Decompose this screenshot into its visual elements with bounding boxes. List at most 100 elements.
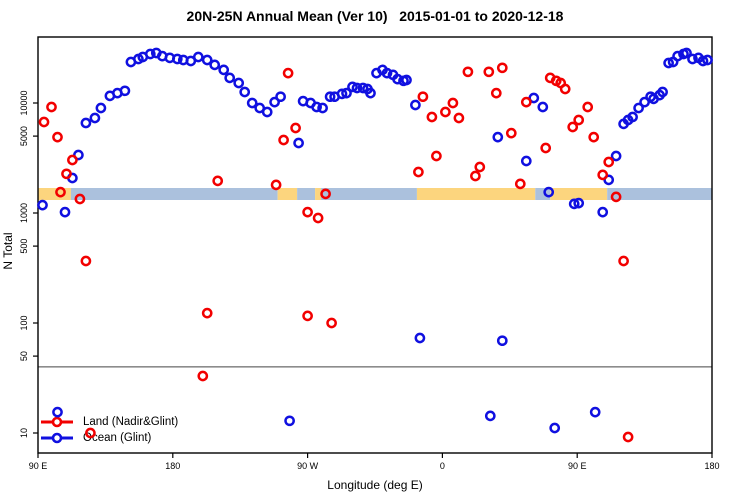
ocean-point xyxy=(610,150,622,162)
ocean-point xyxy=(697,55,709,67)
ocean-point xyxy=(589,406,601,418)
legend: Land (Nadir&Glint) Ocean (Glint) xyxy=(40,414,178,446)
ocean-point xyxy=(89,112,101,124)
land-point xyxy=(85,427,96,439)
ocean-point xyxy=(381,67,393,79)
land-point xyxy=(447,97,459,109)
ocean-point xyxy=(246,97,258,109)
x-tick-label: 90 W xyxy=(297,461,319,471)
chart-title: 20N-25N Annual Mean (Ver 10) 2015-01-01 … xyxy=(186,8,564,24)
ocean-point xyxy=(293,137,304,149)
x-tick-label: 180 xyxy=(704,461,719,471)
ocean-point xyxy=(347,81,358,93)
ocean-point xyxy=(311,101,322,113)
ocean-point xyxy=(80,117,92,129)
land-point xyxy=(573,114,585,126)
land-point xyxy=(470,170,481,182)
legend-label-land: Land (Nadir&Glint) xyxy=(83,416,179,428)
x-axis-label: Longitude (deg E) xyxy=(327,478,423,492)
ocean-point xyxy=(543,186,555,198)
ocean-point xyxy=(324,91,336,103)
ocean-marker-icon xyxy=(41,432,73,444)
land-point xyxy=(514,178,526,190)
legend-item-ocean: Ocean (Glint) xyxy=(40,430,178,446)
land-point xyxy=(302,310,313,322)
land-point xyxy=(505,127,517,139)
legend-item-land: Land (Nadir&Glint) xyxy=(40,414,178,430)
land-point xyxy=(496,62,508,74)
land-point xyxy=(618,255,629,267)
surface-band-land xyxy=(416,188,536,200)
land-point xyxy=(61,168,72,180)
ocean-point xyxy=(201,54,213,66)
ocean-point xyxy=(627,111,638,123)
ocean-point xyxy=(119,85,131,97)
ocean-point xyxy=(702,54,713,66)
land-point xyxy=(312,212,324,224)
land-point xyxy=(326,317,337,329)
ocean-point xyxy=(233,77,245,89)
land-point xyxy=(197,370,209,382)
ocean-point xyxy=(261,106,273,118)
ocean-point xyxy=(549,422,561,434)
ocean-point xyxy=(284,415,295,427)
surface-band-ocean xyxy=(321,188,417,200)
y-tick-label: 50 xyxy=(19,351,29,361)
land-point xyxy=(55,186,66,198)
land-point xyxy=(38,116,50,128)
surface-band-land xyxy=(315,188,322,200)
y-tick-label: 5000 xyxy=(19,126,29,146)
surface-band-ocean xyxy=(70,188,278,200)
land-point xyxy=(46,101,57,113)
land-point xyxy=(567,121,579,133)
x-tick-label: 0 xyxy=(440,461,445,471)
ocean-point xyxy=(59,206,71,218)
land-point xyxy=(453,112,465,124)
land-point xyxy=(431,150,442,162)
surface-band-ocean xyxy=(607,188,712,200)
land-point xyxy=(67,154,78,166)
ocean-point xyxy=(224,72,236,84)
land-point xyxy=(320,188,331,200)
land-point xyxy=(80,255,92,267)
ocean-point xyxy=(520,155,532,167)
surface-band-ocean xyxy=(535,188,551,200)
ocean-point xyxy=(37,199,48,211)
ocean-point xyxy=(275,91,286,103)
land-point xyxy=(474,161,486,173)
land-point xyxy=(417,91,429,103)
land-point xyxy=(490,87,502,99)
ocean-point xyxy=(484,410,496,422)
y-tick-label: 10 xyxy=(19,428,29,438)
land-point xyxy=(540,142,552,154)
ocean-point xyxy=(171,53,183,65)
ocean-point xyxy=(192,51,204,63)
surface-band-land xyxy=(38,188,71,200)
land-point xyxy=(212,175,224,187)
land-point xyxy=(440,106,451,118)
land-point xyxy=(278,134,289,146)
ocean-point xyxy=(492,131,504,143)
ocean-point xyxy=(336,88,348,100)
ocean-point xyxy=(573,197,585,209)
y-tick-label: 500 xyxy=(19,239,29,254)
y-tick-label: 10000 xyxy=(19,90,29,115)
plot-border xyxy=(37,36,713,454)
land-point xyxy=(52,131,63,143)
x-tick-label: 90 E xyxy=(568,461,587,471)
surface-band-ocean xyxy=(297,188,316,200)
land-point xyxy=(597,169,609,181)
land-point xyxy=(282,67,294,79)
land-point xyxy=(588,131,600,143)
ocean-point xyxy=(144,48,156,60)
land-point xyxy=(483,66,495,78)
surface-band-land xyxy=(550,188,608,200)
ocean-point xyxy=(365,87,376,99)
ocean-point xyxy=(672,50,683,62)
land-point xyxy=(290,122,301,134)
ocean-point xyxy=(317,102,328,114)
ocean-point xyxy=(663,57,674,69)
land-point xyxy=(582,101,594,113)
